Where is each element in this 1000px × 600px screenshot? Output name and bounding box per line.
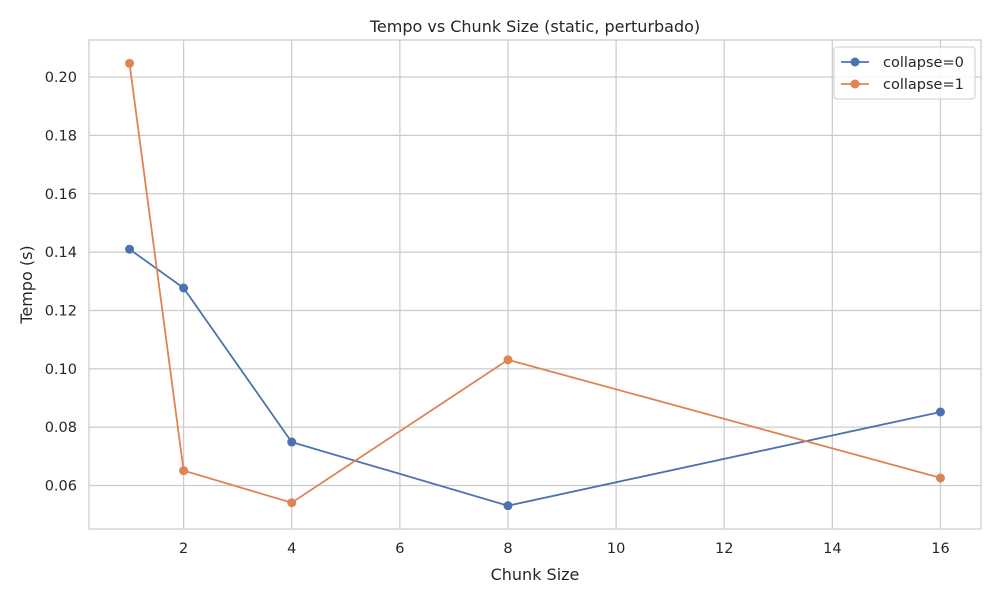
x-tick-labels: 2 4 6 8 10 12 14 16 (179, 541, 950, 557)
series-group (125, 58, 945, 511)
x-tick-label: 4 (287, 541, 296, 557)
x-tick-label: 14 (823, 541, 841, 557)
legend-label: collapse=1 (883, 77, 964, 93)
y-tick-labels: 0.06 0.08 0.10 0.12 0.14 0.16 0.18 0.20 (45, 70, 77, 494)
legend-swatch-marker (850, 57, 860, 67)
x-tick-label: 8 (503, 541, 512, 557)
data-point-collapse=0 (179, 283, 189, 293)
y-tick-label: 0.18 (45, 128, 77, 144)
legend-box (833, 46, 976, 100)
y-tick-label: 0.08 (45, 420, 77, 436)
x-tick-label: 6 (395, 541, 404, 557)
x-tick-label: 12 (715, 541, 733, 557)
legend: collapse=0 collapse=1 (833, 46, 976, 100)
y-tick-label: 0.06 (45, 479, 77, 495)
data-point-collapse=0 (935, 407, 945, 417)
data-point-collapse=0 (287, 437, 297, 447)
y-axis-label: Tempo (s) (17, 245, 36, 324)
grid-lines (89, 40, 981, 529)
legend-label: collapse=0 (883, 55, 964, 71)
chart-title: Tempo vs Chunk Size (static, perturbado) (369, 17, 700, 36)
data-point-collapse=1 (503, 355, 513, 365)
plot-frame (88, 39, 982, 530)
y-tick-label: 0.10 (45, 362, 77, 378)
x-tick-label: 10 (607, 541, 625, 557)
data-point-collapse=1 (179, 466, 189, 476)
data-point-collapse=0 (503, 501, 513, 511)
y-tick-label: 0.20 (45, 70, 77, 86)
x-axis-label: Chunk Size (491, 565, 580, 584)
x-tick-label: 2 (179, 541, 188, 557)
data-point-collapse=1 (287, 498, 297, 508)
data-point-collapse=1 (125, 58, 135, 68)
x-tick-label: 16 (931, 541, 949, 557)
y-tick-label: 0.12 (45, 303, 77, 319)
data-point-collapse=1 (935, 473, 945, 483)
y-tick-label: 0.14 (45, 245, 77, 261)
legend-swatch-marker (850, 79, 860, 89)
y-tick-label: 0.16 (45, 187, 77, 203)
data-point-collapse=0 (125, 244, 135, 254)
